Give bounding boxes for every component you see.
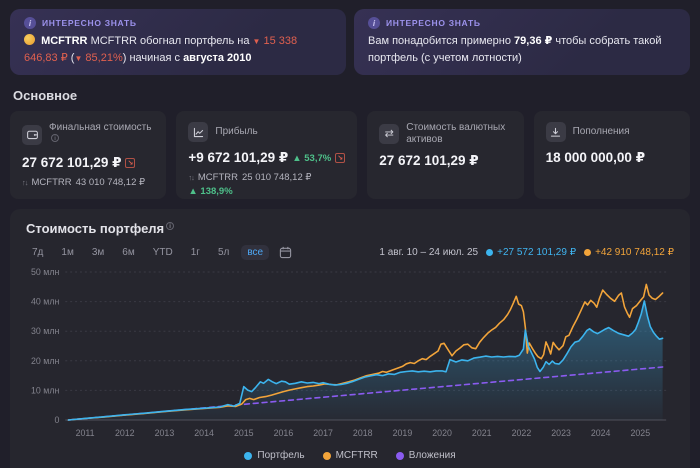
svg-text:2019: 2019 <box>393 428 413 438</box>
svg-text:2023: 2023 <box>551 428 571 438</box>
info-card-benchmark: i ИНТЕРЕСНО ЗНАТЬ MCFTRR MCFTRR обогнал … <box>10 9 346 75</box>
svg-text:0: 0 <box>54 415 59 425</box>
stat-value: 27 672 101,29 ₽ ↘ <box>22 155 154 171</box>
tiger-emoji-icon <box>24 34 35 45</box>
svg-text:2017: 2017 <box>313 428 333 438</box>
chart-legend: Портфель MCFTRR Вложения <box>26 450 674 461</box>
legend-benchmark[interactable]: MCFTRR <box>322 450 378 461</box>
chart-title: Стоимость портфеля i <box>26 221 674 236</box>
info-badge-label: ИНТЕРЕСНО ЗНАТЬ <box>42 18 137 28</box>
svg-text:2012: 2012 <box>115 428 135 438</box>
compare-arrows-icon: ↑↓ <box>22 178 28 188</box>
info-tooltip-icon[interactable]: i <box>51 133 59 142</box>
info-card-lot-cost: i ИНТЕРЕСНО ЗНАТЬ Вам понадобится пример… <box>354 9 690 75</box>
info-card-text: MCFTRR MCFTRR обогнал портфель на ▼ 15 3… <box>24 34 298 64</box>
svg-text:40 млн: 40 млн <box>31 297 59 307</box>
calendar-icon[interactable] <box>279 246 292 259</box>
portfolio-dot-icon <box>244 451 253 460</box>
svg-text:30 млн: 30 млн <box>31 326 59 336</box>
down-triangle-icon: ▼ <box>74 53 83 63</box>
profit-delta: ▲ 53,7% <box>292 152 332 164</box>
deposit-arrow-icon <box>545 122 566 142</box>
svg-text:10 млн: 10 млн <box>31 385 59 395</box>
stat-value: +9 672 101,29 ₽ ▲ 53,7% ↘ <box>188 150 346 166</box>
benchmark-delta: ▲ 138,9% <box>188 186 233 197</box>
compare-arrows-icon: ↑↓ <box>188 173 194 182</box>
svg-text:2021: 2021 <box>472 428 492 438</box>
svg-text:2025: 2025 <box>631 428 651 438</box>
svg-text:2013: 2013 <box>155 428 175 438</box>
stat-label: Пополнения <box>572 126 630 138</box>
required-amount: 79,36 ₽ <box>514 35 553 47</box>
range-all[interactable]: все <box>241 245 270 260</box>
stat-card-final-value: Финальная стоимостьi 27 672 101,29 ₽ ↘ ↑… <box>10 111 167 199</box>
stat-card-deposits: Пополнения 18 000 000,00 ₽ <box>533 111 690 199</box>
info-icon: i <box>368 17 380 29</box>
range-selector: 7д 1м 3м 6м YTD 1г 5л все <box>26 245 292 260</box>
stat-value: 27 672 101,29 ₽ <box>379 153 479 168</box>
contributions-dot-icon <box>395 451 404 460</box>
down-triangle-icon: ▼ <box>252 37 261 46</box>
svg-text:2024: 2024 <box>591 428 611 438</box>
portfolio-change: +27 572 101,29 ₽ <box>497 247 577 258</box>
period-range: 1 авг. 10 – 24 июл. 25 <box>379 247 479 258</box>
range-1y[interactable]: 1г <box>190 247 200 258</box>
underperformance-percent: 85,21% <box>85 51 123 64</box>
benchmark-compare-negative-icon[interactable]: ↘ <box>125 158 136 169</box>
start-date: августа 2010 <box>183 51 252 64</box>
info-banner-row: i ИНТЕРЕСНО ЗНАТЬ MCFTRR MCFTRR обогнал … <box>10 9 690 75</box>
currency-exchange-icon: ⇄ <box>379 123 400 144</box>
range-1m[interactable]: 1м <box>61 247 74 258</box>
info-tooltip-icon[interactable]: i <box>166 221 175 230</box>
stat-card-profit: Прибыль +9 672 101,29 ₽ ▲ 53,7% ↘ ↑↓ MCF… <box>176 111 358 199</box>
benchmark-line: ↑↓ MCFTRR 25 010 748,12 ₽ <box>188 172 312 183</box>
benchmark-dot-icon <box>322 451 331 460</box>
svg-text:2022: 2022 <box>512 428 532 438</box>
chart-icon <box>188 122 209 142</box>
svg-text:2011: 2011 <box>76 428 95 438</box>
chart-controls: 7д 1м 3м 6м YTD 1г 5л все 1 авг. 10 – 24… <box>26 245 674 260</box>
portfolio-dot-icon <box>486 249 494 256</box>
range-ytd[interactable]: YTD <box>152 247 173 258</box>
underperformance-amount: 15 338 646,83 ₽ <box>24 35 298 64</box>
stat-label: Прибыль <box>215 126 258 138</box>
stat-label: Стоимость валютных активов <box>406 122 506 145</box>
svg-text:2014: 2014 <box>194 428 214 438</box>
info-icon: i <box>24 17 36 29</box>
legend-portfolio[interactable]: Портфель <box>244 450 305 461</box>
stats-row: Финальная стоимостьi 27 672 101,29 ₽ ↘ ↑… <box>10 111 690 199</box>
benchmark-change: +42 910 748,12 ₽ <box>595 247 674 258</box>
svg-text:50 млн: 50 млн <box>31 267 59 277</box>
portfolio-chart-panel: Стоимость портфеля i 7д 1м 3м 6м YTD 1г 5… <box>10 209 690 468</box>
legend-contributions[interactable]: Вложения <box>395 450 456 461</box>
wallet-icon <box>22 124 42 145</box>
svg-text:20 млн: 20 млн <box>31 356 59 366</box>
stat-card-currency-assets: ⇄ Стоимость валютных активов 27 672 101,… <box>367 111 524 199</box>
stat-label: Финальная стоимостьi <box>49 122 152 142</box>
info-card-text: Вам понадобится примерно 79,36 ₽ чтобы с… <box>368 35 662 64</box>
benchmark-compare-negative-icon[interactable]: ↘ <box>335 153 346 163</box>
info-badge-label: ИНТЕРЕСНО ЗНАТЬ <box>386 18 481 28</box>
svg-text:2015: 2015 <box>234 428 254 438</box>
period-summary: 1 авг. 10 – 24 июл. 25 +27 572 101,29 ₽ … <box>379 247 674 258</box>
range-7d[interactable]: 7д <box>32 247 44 258</box>
stat-value: 18 000 000,00 ₽ <box>545 150 646 165</box>
benchmark-dot-icon <box>584 249 592 256</box>
svg-text:2016: 2016 <box>274 428 294 438</box>
svg-text:2020: 2020 <box>432 428 452 438</box>
benchmark-line: ↑↓ MCFTRR 43 010 748,12 ₽ <box>22 177 146 189</box>
range-6m[interactable]: 6м <box>122 247 135 258</box>
portfolio-value-chart[interactable]: 50 млн 40 млн 30 млн 20 млн 10 млн 0 2011 2012 2… <box>26 264 674 450</box>
svg-text:2018: 2018 <box>353 428 373 438</box>
section-title: Основное <box>13 88 78 103</box>
range-3m[interactable]: 3м <box>91 247 105 258</box>
range-5y[interactable]: 5л <box>217 247 230 258</box>
